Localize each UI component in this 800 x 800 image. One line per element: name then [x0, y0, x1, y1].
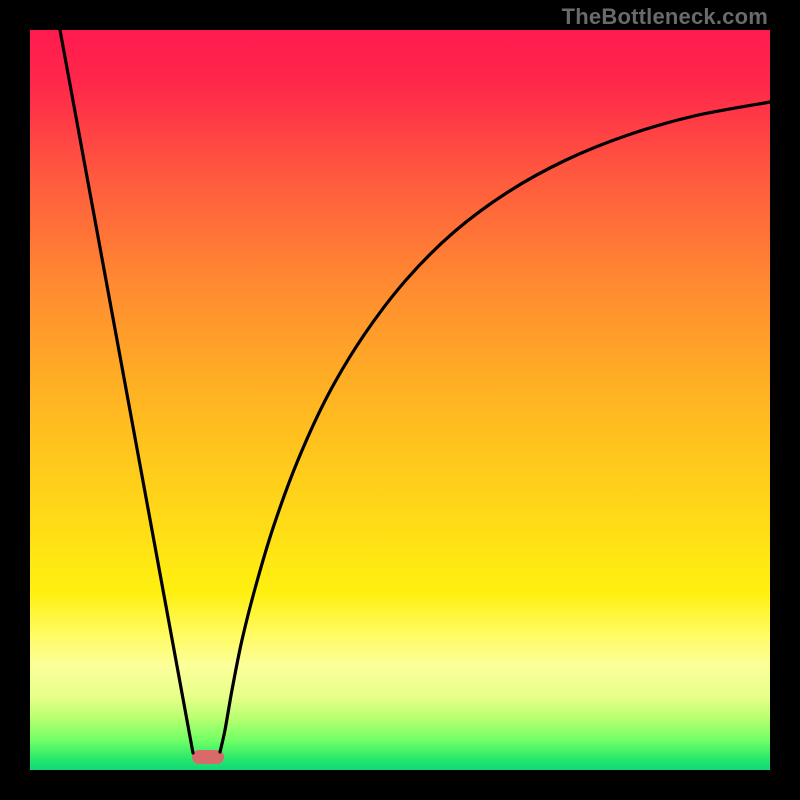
left-line — [60, 30, 193, 753]
curve-layer — [30, 30, 770, 770]
chart-frame: TheBottleneck.com — [0, 0, 800, 800]
right-curve — [220, 102, 770, 752]
watermark-text: TheBottleneck.com — [562, 4, 768, 30]
plot-area — [30, 30, 770, 770]
